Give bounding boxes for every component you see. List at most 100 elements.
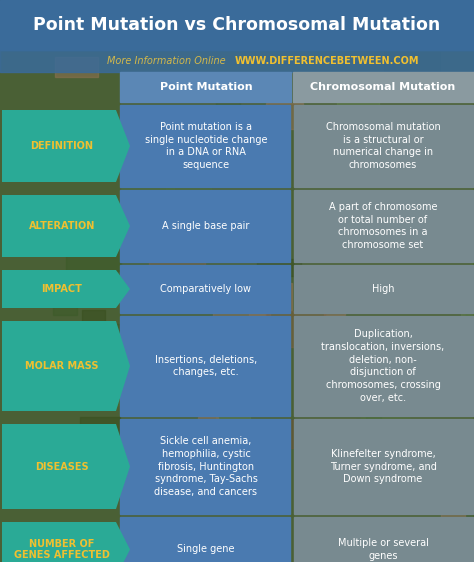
Text: Point Mutation: Point Mutation (160, 82, 252, 92)
Bar (447, 235, 474, 246)
Bar (337, 80, 380, 118)
Bar (441, 492, 465, 523)
Bar (87, 368, 126, 391)
Text: Duplication,
translocation, inversions,
deletion, non-
disjunction of
chromosome: Duplication, translocation, inversions, … (321, 329, 445, 403)
Bar (266, 103, 303, 129)
Bar (42, 432, 59, 452)
Polygon shape (2, 270, 130, 308)
Text: Klinefelter syndrome,
Turner syndrome, and
Down syndrome: Klinefelter syndrome, Turner syndrome, a… (329, 448, 437, 484)
Bar (309, 419, 356, 436)
Text: ALTERATION: ALTERATION (29, 221, 95, 231)
Text: Multiple or several
genes: Multiple or several genes (337, 538, 428, 561)
Bar (294, 190, 473, 262)
Bar (66, 238, 121, 271)
Bar (58, 343, 114, 362)
Text: Point mutation is a
single nucleotide change
in a DNA or RNA
sequence: Point mutation is a single nucleotide ch… (145, 122, 267, 170)
Bar (472, 261, 474, 298)
Bar (266, 311, 325, 347)
Bar (80, 417, 120, 439)
Text: Single gene: Single gene (177, 545, 235, 555)
Bar (120, 316, 290, 416)
Text: MOLAR MASS: MOLAR MASS (25, 361, 99, 371)
Bar (462, 378, 474, 402)
Bar (342, 375, 358, 404)
Bar (90, 370, 136, 405)
Polygon shape (2, 424, 130, 509)
Bar (131, 385, 153, 396)
Bar (252, 283, 292, 310)
Bar (294, 419, 473, 514)
Bar (0, 0, 474, 50)
Text: Comparatively low: Comparatively low (161, 284, 252, 294)
Bar (7, 1, 42, 40)
Bar (55, 57, 98, 77)
Bar (461, 312, 474, 341)
Text: Chromosomal mutation
is a structural or
numerical change in
chromosomes: Chromosomal mutation is a structural or … (326, 122, 440, 170)
Bar (465, 504, 474, 520)
Bar (198, 417, 218, 437)
Text: High: High (372, 284, 394, 294)
Bar (0, 50, 474, 72)
Bar (120, 517, 290, 562)
Bar (150, 429, 190, 467)
Bar (461, 0, 474, 21)
Bar (361, 407, 409, 428)
Polygon shape (2, 195, 130, 257)
Text: Chromosomal Mutation: Chromosomal Mutation (310, 82, 456, 92)
Bar (76, 11, 128, 39)
Bar (213, 308, 270, 340)
Bar (166, 164, 211, 200)
Bar (120, 419, 290, 514)
Bar (426, 208, 441, 221)
Text: DISEASES: DISEASES (35, 461, 89, 472)
Bar (293, 72, 474, 102)
Text: Point Mutation vs Chromosomal Mutation: Point Mutation vs Chromosomal Mutation (33, 16, 441, 34)
Bar (10, 1, 62, 17)
Bar (124, 0, 182, 2)
Bar (324, 290, 345, 315)
Bar (217, 403, 250, 439)
Bar (120, 72, 291, 102)
Polygon shape (2, 522, 130, 562)
Bar (294, 105, 473, 187)
Bar (294, 316, 473, 416)
Polygon shape (2, 110, 130, 182)
Bar (147, 350, 195, 379)
Bar (366, 416, 381, 450)
Bar (152, 429, 169, 457)
Bar (120, 190, 290, 262)
Bar (384, 49, 440, 75)
Bar (420, 111, 465, 124)
Polygon shape (2, 321, 130, 411)
Bar (294, 265, 473, 313)
Bar (82, 135, 115, 174)
Text: WWW.DIFFERENCEBETWEEN.COM: WWW.DIFFERENCEBETWEEN.COM (235, 56, 419, 66)
Text: NUMBER OF
GENES AFFECTED: NUMBER OF GENES AFFECTED (14, 539, 110, 560)
Text: A single base pair: A single base pair (162, 221, 250, 231)
Text: Sickle cell anemia,
hemophilia, cystic
fibrosis, Huntington
syndrome, Tay-Sachs
: Sickle cell anemia, hemophilia, cystic f… (155, 436, 257, 497)
Bar (246, 216, 270, 255)
Bar (122, 165, 174, 191)
Bar (120, 105, 290, 187)
Bar (211, 486, 247, 506)
Bar (178, 0, 226, 28)
Bar (216, 96, 240, 121)
Bar (320, 123, 345, 149)
Bar (22, 209, 45, 220)
Bar (104, 142, 156, 162)
Bar (70, 0, 97, 1)
Bar (294, 517, 473, 562)
Text: Insertions, deletions,
changes, etc.: Insertions, deletions, changes, etc. (155, 355, 257, 378)
Text: More Information Online: More Information Online (107, 56, 232, 66)
Bar (202, 92, 256, 102)
Bar (149, 259, 205, 276)
Bar (82, 310, 105, 342)
Bar (53, 278, 77, 315)
Text: A part of chromosome
or total number of
chromosomes in a
chromosome set: A part of chromosome or total number of … (329, 202, 437, 250)
Bar (257, 259, 301, 276)
Bar (466, 304, 474, 338)
Bar (256, 420, 313, 448)
Bar (65, 144, 105, 164)
Bar (128, 78, 160, 96)
Bar (24, 388, 80, 405)
